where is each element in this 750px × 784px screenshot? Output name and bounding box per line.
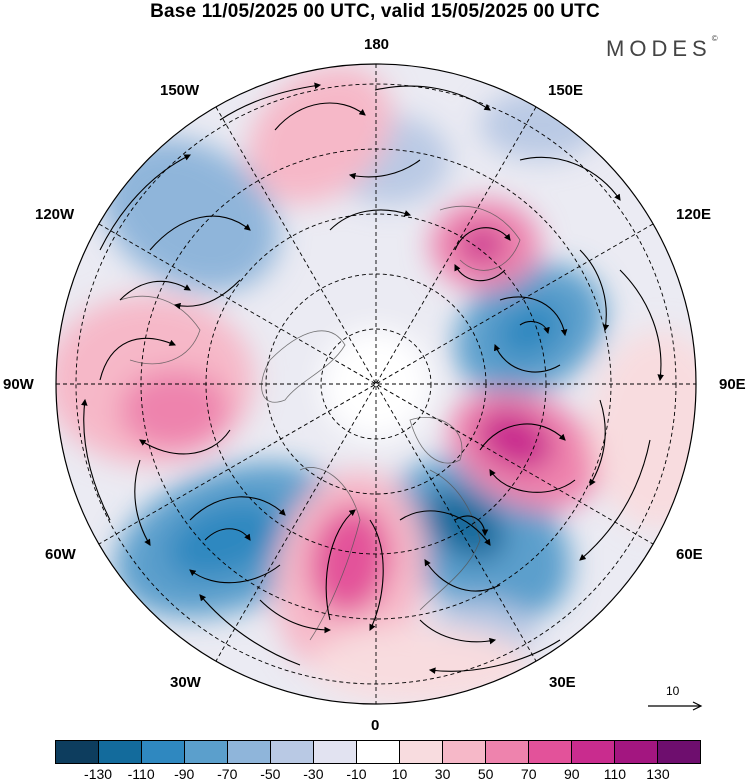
colorbar-tick-label: 130 xyxy=(646,766,670,782)
graticule xyxy=(56,64,696,704)
colorbar-segment xyxy=(442,741,485,763)
map-boundary xyxy=(55,63,697,705)
lon-label-30w: 30W xyxy=(170,674,201,691)
lon-label-60e: 60E xyxy=(676,546,703,563)
colorbar-segment xyxy=(313,741,356,763)
lon-label-120w: 120W xyxy=(35,206,75,223)
colorbar-tick-label: -130 xyxy=(84,766,113,782)
colorbar-segment xyxy=(657,741,700,763)
coastlines xyxy=(119,205,521,641)
lon-label-90w: 90W xyxy=(3,376,34,393)
lon-label-150e: 150E xyxy=(548,82,584,99)
colorbar-tick-label: -50 xyxy=(260,766,281,782)
wind-streamlines xyxy=(81,82,664,674)
colorbar-segment xyxy=(56,741,98,763)
colorbar-segment xyxy=(528,741,571,763)
colorbar-segment xyxy=(270,741,313,763)
brand-name: MODES xyxy=(606,36,712,61)
colorbar-segment xyxy=(614,741,657,763)
anomaly-field xyxy=(56,64,696,704)
colorbar xyxy=(55,740,701,764)
colorbar-tick-label: -110 xyxy=(127,766,155,782)
colorbar-segment xyxy=(184,741,227,763)
colorbar-segment xyxy=(485,741,528,763)
lon-label-120e: 120E xyxy=(676,206,712,223)
map-title: Base 11/05/2025 00 UTC, valid 15/05/2025… xyxy=(150,1,600,22)
lon-label-150w: 150W xyxy=(160,82,200,99)
colorbar-tick-label: -10 xyxy=(346,766,367,782)
colorbar-tick-label: -70 xyxy=(217,766,238,782)
colorbar-segment xyxy=(571,741,614,763)
colorbar-tick-label: 110 xyxy=(603,766,627,782)
anomaly-shading xyxy=(56,66,696,704)
colorbar-tick-label: -30 xyxy=(303,766,324,782)
lon-label-180: 180 xyxy=(364,36,390,53)
brand-logo: MODES© xyxy=(606,34,718,62)
colorbar-segment xyxy=(98,741,141,763)
reference-vector-label: 10 xyxy=(666,684,680,698)
copyright-mark: © xyxy=(711,34,718,43)
lon-label-90e: 90E xyxy=(719,376,746,393)
reference-vector-arrow xyxy=(648,701,703,711)
colorbar-segment xyxy=(356,741,399,763)
lon-label-60w: 60W xyxy=(45,546,76,563)
colorbar-tick-label: -90 xyxy=(174,766,195,782)
colorbar-tick-label: 10 xyxy=(391,766,408,782)
colorbar-tick-label: 90 xyxy=(564,766,580,782)
lon-label-30e: 30E xyxy=(549,674,576,691)
colorbar-segment xyxy=(399,741,442,763)
lon-label-0: 0 xyxy=(371,717,380,734)
colorbar-tick-label: 50 xyxy=(477,766,494,782)
colorbar-labels: -130 -110 -90 -70 -50 -30 -10 10 30 50 70 90 110 130 xyxy=(0,766,750,784)
colorbar-tick-label: 30 xyxy=(434,766,451,782)
colorbar-segment xyxy=(141,741,184,763)
colorbar-segment xyxy=(227,741,270,763)
colorbar-tick-label: 70 xyxy=(520,766,537,782)
